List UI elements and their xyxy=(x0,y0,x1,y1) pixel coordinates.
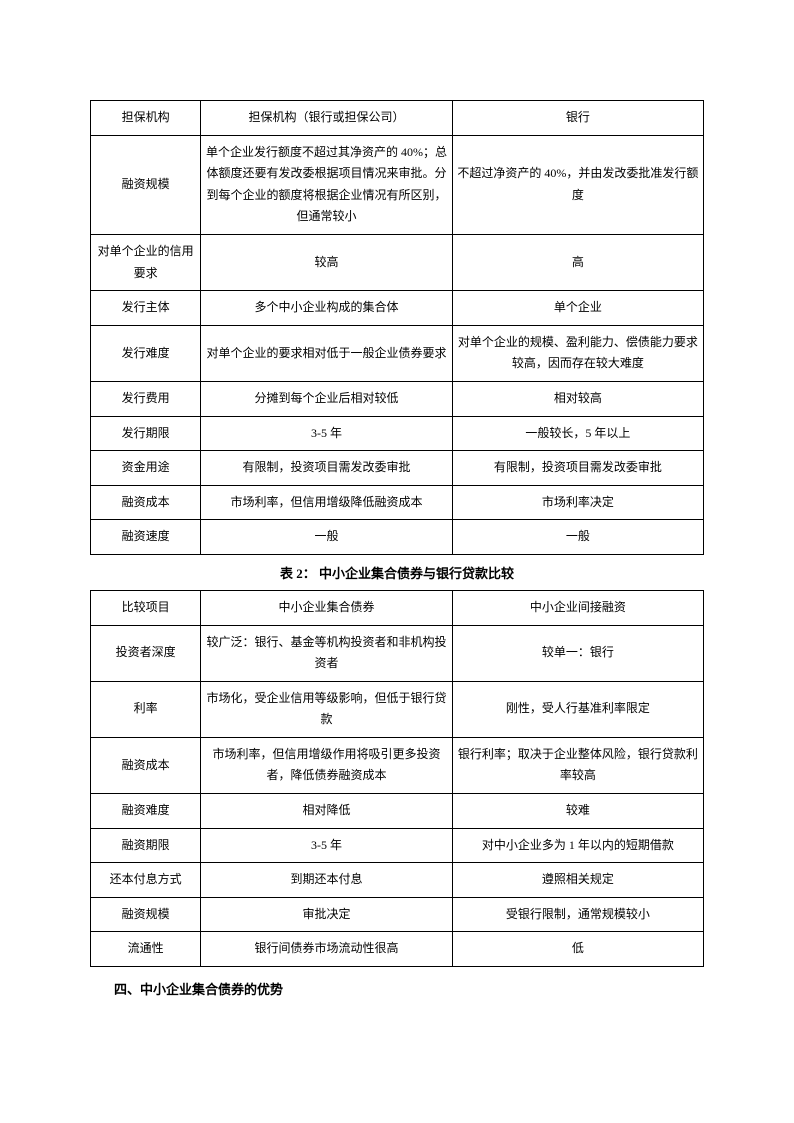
table-cell: 担保机构 xyxy=(91,101,201,136)
table-row: 发行费用分摊到每个企业后相对较低相对较高 xyxy=(91,381,704,416)
table-row: 融资成本市场利率，但信用增级降低融资成本市场利率决定 xyxy=(91,485,704,520)
table-cell: 银行 xyxy=(452,101,703,136)
table-cell: 市场利率，但信用增级作用将吸引更多投资者，降低债券融资成本 xyxy=(201,737,452,793)
table-cell: 市场化，受企业信用等级影响，但低于银行贷款 xyxy=(201,681,452,737)
table-cell: 银行利率；取决于企业整体风险，银行贷款利率较高 xyxy=(452,737,703,793)
table-cell: 刚性，受人行基准利率限定 xyxy=(452,681,703,737)
table-row: 担保机构担保机构（银行或担保公司）银行 xyxy=(91,101,704,136)
table-cell: 对单个企业的要求相对低于一般企业债券要求 xyxy=(201,325,452,381)
table-row: 流通性银行间债券市场流动性很高低 xyxy=(91,932,704,967)
table-cell: 市场利率决定 xyxy=(452,485,703,520)
table-cell: 担保机构（银行或担保公司） xyxy=(201,101,452,136)
table2-caption: 表 2： 中小企业集合债券与银行贷款比较 xyxy=(90,563,704,582)
table-cell: 审批决定 xyxy=(201,897,452,932)
table-cell: 单个企业发行额度不超过其净资产的 40%；总体额度还要有发改委根据项目情况来审批… xyxy=(201,135,452,234)
table-cell: 对单个企业的信用要求 xyxy=(91,234,201,290)
table-cell: 分摊到每个企业后相对较低 xyxy=(201,381,452,416)
table-cell: 融资速度 xyxy=(91,520,201,555)
table-cell: 多个中小企业构成的集合体 xyxy=(201,291,452,326)
table-cell: 对中小企业多为 1 年以内的短期借款 xyxy=(452,828,703,863)
table-cell: 较单一：银行 xyxy=(452,625,703,681)
table-row: 融资难度相对降低较难 xyxy=(91,794,704,829)
table-row: 发行期限3-5 年一般较长，5 年以上 xyxy=(91,416,704,451)
table-header-cell: 中小企业集合债券 xyxy=(201,590,452,625)
table-row: 资金用途有限制，投资项目需发改委审批有限制，投资项目需发改委审批 xyxy=(91,451,704,486)
table-cell: 还本付息方式 xyxy=(91,863,201,898)
table-cell: 一般较长，5 年以上 xyxy=(452,416,703,451)
table-cell: 发行主体 xyxy=(91,291,201,326)
comparison-table-2: 比较项目中小企业集合债券中小企业间接融资投资者深度较广泛：银行、基金等机构投资者… xyxy=(90,590,704,967)
table-cell: 低 xyxy=(452,932,703,967)
table-cell: 发行期限 xyxy=(91,416,201,451)
table-cell: 较难 xyxy=(452,794,703,829)
table-cell: 融资规模 xyxy=(91,897,201,932)
table-cell: 有限制，投资项目需发改委审批 xyxy=(452,451,703,486)
table-cell: 资金用途 xyxy=(91,451,201,486)
table-cell: 较广泛：银行、基金等机构投资者和非机构投资者 xyxy=(201,625,452,681)
table-cell: 融资成本 xyxy=(91,737,201,793)
table-cell: 有限制，投资项目需发改委审批 xyxy=(201,451,452,486)
table-cell: 融资成本 xyxy=(91,485,201,520)
table-cell: 遵照相关规定 xyxy=(452,863,703,898)
comparison-table-1: 担保机构担保机构（银行或担保公司）银行融资规模单个企业发行额度不超过其净资产的 … xyxy=(90,100,704,555)
table-cell: 融资难度 xyxy=(91,794,201,829)
table-row: 发行难度对单个企业的要求相对低于一般企业债券要求对单个企业的规模、盈利能力、偿债… xyxy=(91,325,704,381)
table-cell: 融资规模 xyxy=(91,135,201,234)
table-row: 融资期限3-5 年对中小企业多为 1 年以内的短期借款 xyxy=(91,828,704,863)
table-cell: 银行间债券市场流动性很高 xyxy=(201,932,452,967)
section-heading-4: 四、中小企业集合债券的优势 xyxy=(90,979,704,998)
table-cell: 3-5 年 xyxy=(201,416,452,451)
table-row: 投资者深度较广泛：银行、基金等机构投资者和非机构投资者较单一：银行 xyxy=(91,625,704,681)
table-cell: 相对降低 xyxy=(201,794,452,829)
table-cell: 利率 xyxy=(91,681,201,737)
table-row: 融资速度一般一般 xyxy=(91,520,704,555)
table-cell: 一般 xyxy=(201,520,452,555)
table-cell: 一般 xyxy=(452,520,703,555)
table-cell: 较高 xyxy=(201,234,452,290)
table-cell: 相对较高 xyxy=(452,381,703,416)
table-cell: 到期还本付息 xyxy=(201,863,452,898)
table-cell: 3-5 年 xyxy=(201,828,452,863)
table-header-row: 比较项目中小企业集合债券中小企业间接融资 xyxy=(91,590,704,625)
table-header-cell: 中小企业间接融资 xyxy=(452,590,703,625)
table-cell: 发行费用 xyxy=(91,381,201,416)
table-row: 融资规模单个企业发行额度不超过其净资产的 40%；总体额度还要有发改委根据项目情… xyxy=(91,135,704,234)
table-cell: 受银行限制，通常规模较小 xyxy=(452,897,703,932)
table-header-cell: 比较项目 xyxy=(91,590,201,625)
table-row: 融资成本市场利率，但信用增级作用将吸引更多投资者，降低债券融资成本银行利率；取决… xyxy=(91,737,704,793)
table-cell: 流通性 xyxy=(91,932,201,967)
table-cell: 投资者深度 xyxy=(91,625,201,681)
table-row: 发行主体多个中小企业构成的集合体单个企业 xyxy=(91,291,704,326)
table-cell: 高 xyxy=(452,234,703,290)
table-row: 融资规模审批决定受银行限制，通常规模较小 xyxy=(91,897,704,932)
table-cell: 不超过净资产的 40%，并由发改委批准发行额度 xyxy=(452,135,703,234)
table-row: 还本付息方式到期还本付息遵照相关规定 xyxy=(91,863,704,898)
table-cell: 单个企业 xyxy=(452,291,703,326)
table-cell: 对单个企业的规模、盈利能力、偿债能力要求较高，因而存在较大难度 xyxy=(452,325,703,381)
table-cell: 发行难度 xyxy=(91,325,201,381)
table-cell: 市场利率，但信用增级降低融资成本 xyxy=(201,485,452,520)
table-cell: 融资期限 xyxy=(91,828,201,863)
table-row: 利率市场化，受企业信用等级影响，但低于银行贷款刚性，受人行基准利率限定 xyxy=(91,681,704,737)
table-row: 对单个企业的信用要求较高高 xyxy=(91,234,704,290)
